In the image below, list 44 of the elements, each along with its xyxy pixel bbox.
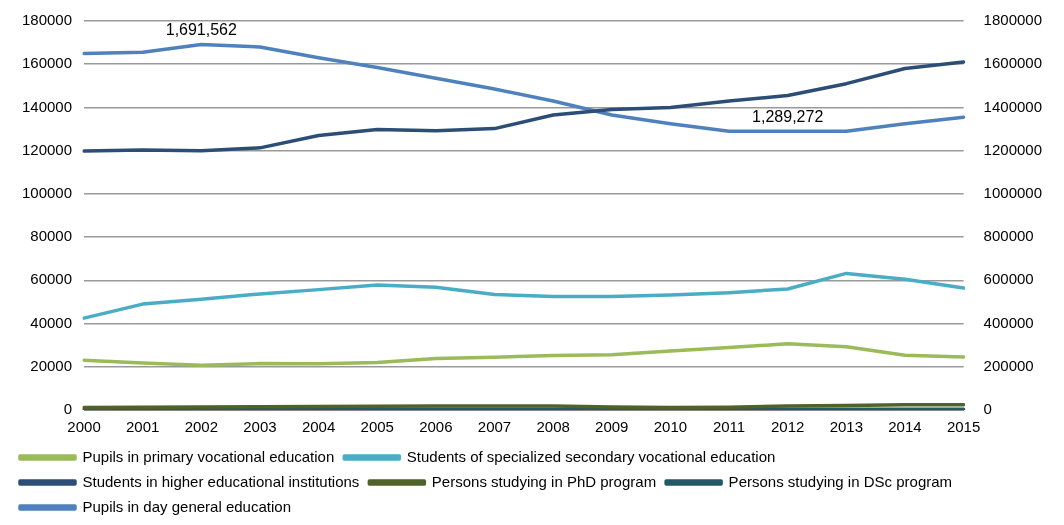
y-tick-label: 40000	[30, 313, 73, 331]
x-tick-label: 2013	[829, 418, 864, 436]
y2-tick-label: 1000000	[983, 184, 1043, 202]
legend-label: Persons studying in DSc program	[728, 472, 953, 490]
legend-label: Students of specialized secondary vocational education	[406, 447, 776, 465]
legend-label: Pupils in day general education	[82, 497, 291, 515]
y2-tick-label: 1600000	[983, 54, 1043, 72]
x-tick-label: 2003	[243, 418, 277, 436]
y2-tick-label: 1800000	[983, 11, 1043, 29]
y2-tick-label: 1400000	[983, 97, 1043, 115]
y-tick-label: 0	[63, 400, 73, 418]
x-tick-label: 2006	[419, 418, 453, 436]
y-tick-label: 140000	[21, 97, 73, 115]
x-tick-label: 2000	[67, 418, 101, 436]
y-tick-label: 160000	[21, 54, 73, 72]
x-tick-label: 2007	[477, 418, 512, 436]
legend-label: Students in higher educational institutions	[82, 472, 360, 490]
data-label: 1,691,562	[165, 20, 238, 38]
legend-label: Pupils in primary vocational education	[82, 447, 335, 465]
y-tick-label: 80000	[30, 227, 73, 245]
y-tick-label: 180000	[21, 11, 73, 29]
legend-label: Persons studying in PhD program	[431, 472, 657, 490]
y2-tick-label: 1200000	[983, 140, 1043, 158]
x-tick-label: 2002	[184, 418, 219, 436]
x-tick-label: 2010	[653, 418, 688, 436]
y2-tick-label: 400000	[983, 313, 1034, 331]
x-tick-label: 2008	[536, 418, 570, 436]
y-tick-label: 60000	[30, 270, 73, 288]
x-tick-label: 2005	[360, 418, 394, 436]
x-tick-label: 2004	[301, 418, 336, 436]
data-label: 1,289,272	[752, 107, 824, 125]
x-tick-label: 2001	[126, 418, 160, 436]
x-tick-label: 2012	[771, 418, 805, 436]
x-tick-label: 2015	[946, 418, 981, 436]
x-tick-label: 2011	[712, 418, 746, 436]
y2-tick-label: 800000	[983, 227, 1034, 245]
x-tick-label: 2009	[595, 418, 629, 436]
y-tick-label: 20000	[30, 356, 73, 374]
y2-tick-label: 600000	[983, 270, 1034, 288]
y2-tick-label: 200000	[983, 356, 1034, 374]
x-tick-label: 2014	[888, 418, 922, 436]
y-tick-label: 120000	[21, 140, 73, 158]
y-tick-label: 100000	[21, 184, 73, 202]
y2-tick-label: 0	[983, 400, 992, 418]
